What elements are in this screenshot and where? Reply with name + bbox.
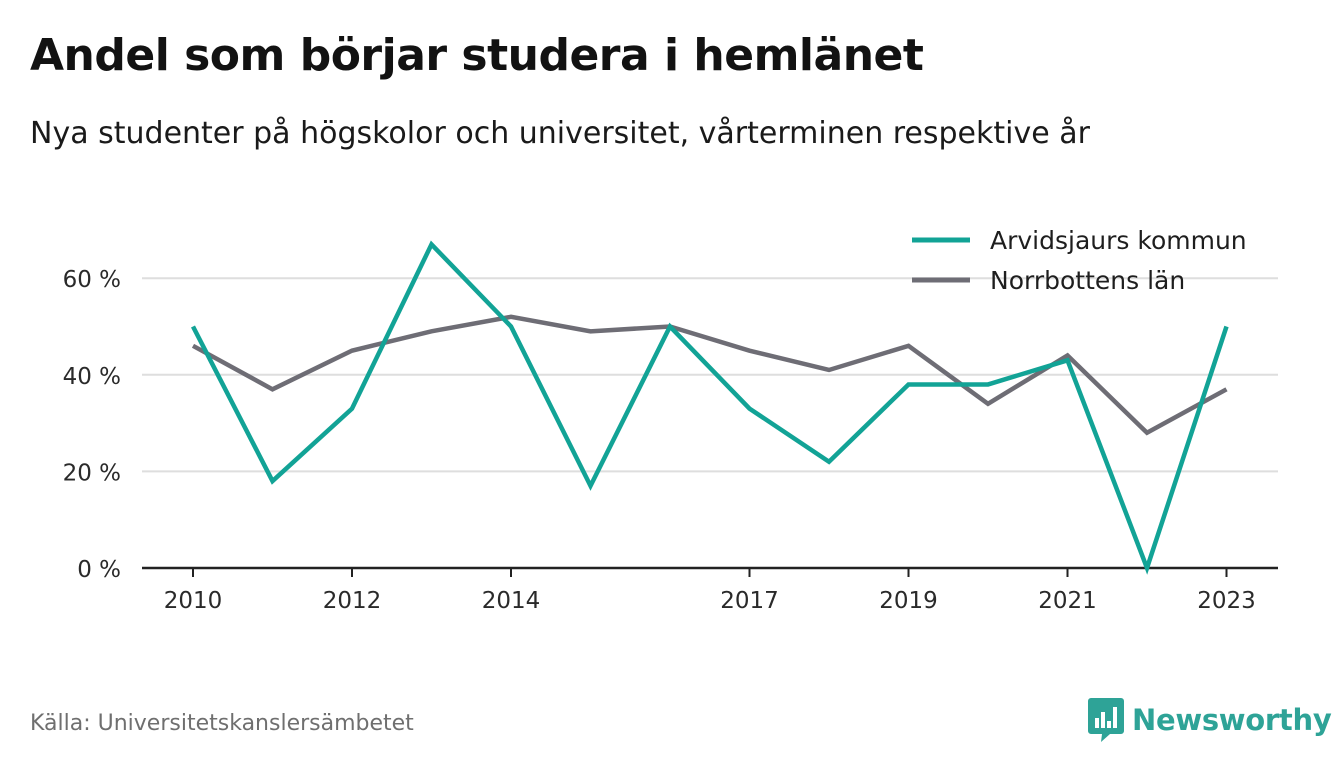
x-axis: 2010 2012 2014 2017 2019 2021 2023 <box>142 566 1278 614</box>
series-lines <box>190 240 1229 575</box>
legend-label: Arvidsjaurs kommun <box>990 226 1247 255</box>
x-tick-label: 2012 <box>323 588 382 614</box>
y-tick-label: 40 % <box>63 364 121 390</box>
bar-chart-speech-bubble-icon <box>1088 698 1124 742</box>
chart-subtitle: Nya studenter på högskolor och universit… <box>30 116 1090 151</box>
brand-name: Newsworthy <box>1132 703 1332 737</box>
x-tick-label: 2014 <box>482 588 541 614</box>
source-note: Källa: Universitetskanslersämbetet <box>30 711 414 736</box>
y-axis-ticks: 0 % 20 % 40 % 60 % <box>63 267 121 583</box>
x-tick-label: 2021 <box>1038 588 1097 614</box>
x-tick-label: 2017 <box>720 588 779 614</box>
x-tick-label: 2023 <box>1197 588 1256 614</box>
y-tick-label: 60 % <box>63 267 121 293</box>
series-line-arvidsjaurs <box>190 240 1229 575</box>
brand-logo: Newsworthy <box>1088 698 1332 742</box>
line-chart: 0 % 20 % 40 % 60 % 2010 2012 2014 2017 2019 2021… <box>63 226 1278 614</box>
legend-label: Norrbottens län <box>990 266 1185 295</box>
chart-title: Andel som börjar studera i hemlänet <box>30 30 924 81</box>
y-tick-label: 0 % <box>77 557 121 583</box>
x-tick-label: 2019 <box>879 588 938 614</box>
x-tick-label: 2010 <box>164 588 223 614</box>
y-tick-label: 20 % <box>63 460 121 486</box>
legend: Arvidsjaurs kommun Norrbottens län <box>912 226 1247 295</box>
